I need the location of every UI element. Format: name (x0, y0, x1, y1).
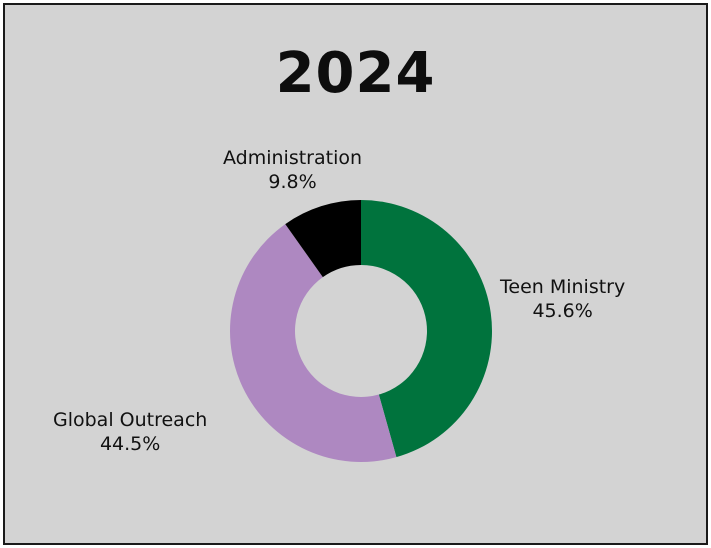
donut-chart (229, 200, 492, 462)
chart-title: 2024 (275, 41, 436, 106)
slice-percent: 44.5% (99, 433, 161, 455)
slice-name: Administration (223, 147, 363, 169)
label-administration: Administration 9.8% (223, 146, 362, 194)
slice-administration (285, 200, 361, 278)
label-teen-ministry: Teen Ministry 45.6% (500, 275, 625, 323)
slice-teen-ministry (361, 200, 492, 458)
label-global-outreach: Global Outreach 44.5% (53, 408, 207, 456)
slice-name: Global Outreach (53, 409, 208, 431)
chart-frame: 2024 Teen Ministry 45.6% Global Outreach… (3, 3, 708, 545)
slice-percent: 9.8% (268, 171, 317, 193)
slice-percent: 45.6% (532, 300, 593, 322)
slice-name: Teen Ministry (500, 276, 626, 298)
slice-global-outreach (229, 224, 397, 462)
